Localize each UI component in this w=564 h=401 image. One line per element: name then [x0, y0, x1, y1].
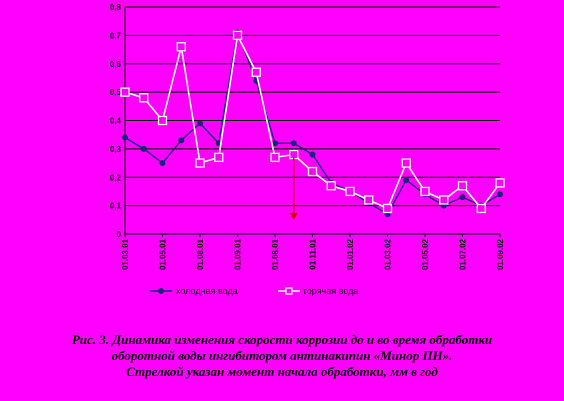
x-tick-label: 01.05.01 [159, 238, 168, 270]
data-point-cold [122, 134, 128, 141]
data-point-hot [195, 158, 205, 168]
data-point-hot [232, 30, 243, 41]
legend-item-cold: холодная вода [150, 286, 238, 296]
x-tick-label: 01.09.01 [234, 238, 243, 270]
series-line-cold [124, 29, 501, 216]
data-point-hot [289, 149, 299, 160]
y-tick-label: 0,4 [110, 117, 122, 126]
data-point-hot [382, 203, 393, 214]
y-tick-label: 0,7 [110, 31, 122, 40]
legend-item-hot: горячая вода [277, 286, 359, 296]
annotation-layer [289, 157, 298, 220]
data-point-hot [439, 195, 449, 205]
data-point-hot [345, 186, 355, 197]
data-point-hot [176, 42, 186, 52]
y-tick-label: 0,5 [110, 88, 122, 97]
data-point-cold [140, 145, 147, 152]
x-tick-label: 01.01.02 [346, 238, 355, 270]
axes [124, 7, 501, 237]
legend: холодная вода горячая вода [150, 286, 358, 296]
caption-line-2: оборотной воды ингибитором антинакипин «… [111, 348, 453, 363]
y-tick-labels: 0 0,1 0,2 0,3 0,4 0,5 0,6 0,7 0,8 [110, 3, 122, 239]
x-tick-label: 01.08.01 [196, 238, 205, 270]
y-tick-label: 0,2 [110, 173, 122, 182]
legend-swatch-cold [150, 288, 172, 294]
data-point-cold [197, 120, 203, 127]
x-tick-label: 01.03.02 [384, 238, 393, 270]
start-arrow-head [289, 212, 298, 220]
data-point-hot [120, 87, 130, 97]
data-point-cold [459, 194, 466, 201]
data-point-hot [364, 195, 374, 205]
data-point-hot [139, 93, 149, 103]
data-point-hot [476, 203, 486, 214]
x-tick-labels: 01.03.01 01.05.01 01.08.01 01.09.01 01.08.01… [121, 238, 505, 270]
y-tick-label: 0,1 [110, 202, 122, 211]
legend-swatch-hot [277, 287, 300, 295]
data-point-hot [420, 186, 430, 197]
data-point-cold [309, 151, 316, 158]
figure-caption: Рис. 3. Динамика изменения скорости корр… [10, 332, 554, 380]
data-point-cold [403, 177, 410, 184]
caption-line-3: Стрелкой указан момент начала обработки,… [126, 364, 438, 379]
data-point-hot [307, 166, 318, 177]
data-point-hot [495, 178, 505, 188]
legend-label-hot: горячая вода [303, 286, 359, 296]
x-tick-label: 01.03.01 [121, 238, 130, 270]
data-point-hot [214, 152, 224, 163]
data-point-hot [401, 158, 411, 168]
x-tick-label: 01.09.02 [496, 238, 505, 270]
data-point-hot [326, 181, 336, 191]
data-point-cold [272, 140, 278, 147]
grid [125, 6, 500, 235]
y-tick-label: 0,6 [110, 60, 122, 69]
data-point-hot [270, 152, 280, 163]
x-tick-label: 01.08.01 [271, 238, 280, 270]
x-tick-label: 01.05.02 [421, 238, 430, 270]
caption-line-1: Рис. 3. Динамика изменения скорости корр… [71, 332, 493, 347]
x-tick-label: 01.11.01 [309, 238, 318, 269]
y-tick-label: 0,8 [110, 3, 122, 12]
data-point-hot [157, 115, 168, 126]
data-point-cold [159, 160, 166, 167]
y-tick-label: 0,3 [110, 145, 122, 154]
legend-label-cold: холодная вода [176, 286, 238, 296]
series-line-hot [124, 32, 501, 210]
chart: 0 0,1 0,2 0,3 0,4 0,5 0,6 0,7 0,8 01.03.01 01.05.… [110, 3, 505, 270]
data-point-cold [497, 191, 503, 198]
data-point-hot [457, 181, 468, 191]
data-point-cold [290, 140, 297, 147]
data-point-cold [178, 137, 185, 144]
y-tick-label: 0 [117, 230, 122, 239]
series-layer [120, 29, 505, 218]
x-tick-label: 01.07.02 [459, 238, 468, 270]
data-point-hot [251, 67, 261, 77]
